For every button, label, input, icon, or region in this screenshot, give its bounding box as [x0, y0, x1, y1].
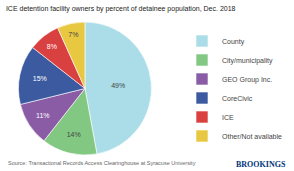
svg-text:City/municipality: City/municipality	[222, 57, 273, 65]
svg-text:County: County	[222, 38, 245, 46]
svg-text:15%: 15%	[33, 75, 47, 82]
svg-text:49%: 49%	[111, 82, 125, 89]
svg-text:CoreCivic: CoreCivic	[222, 95, 253, 102]
svg-text:8%: 8%	[47, 43, 57, 50]
svg-text:Other/Not available: Other/Not available	[222, 133, 282, 140]
svg-text:GEO Group Inc.: GEO Group Inc.	[222, 76, 272, 84]
svg-text:7%: 7%	[68, 31, 78, 38]
svg-text:14%: 14%	[67, 131, 81, 138]
svg-text:BROOKINGS: BROOKINGS	[236, 160, 286, 169]
svg-text:11%: 11%	[36, 112, 50, 119]
svg-text:ICE detention facility owners: ICE detention facility owners by percent…	[6, 5, 236, 13]
svg-text:ICE: ICE	[222, 114, 234, 121]
svg-text:Source: Transactional Records: Source: Transactional Records Access Cle…	[8, 160, 196, 166]
